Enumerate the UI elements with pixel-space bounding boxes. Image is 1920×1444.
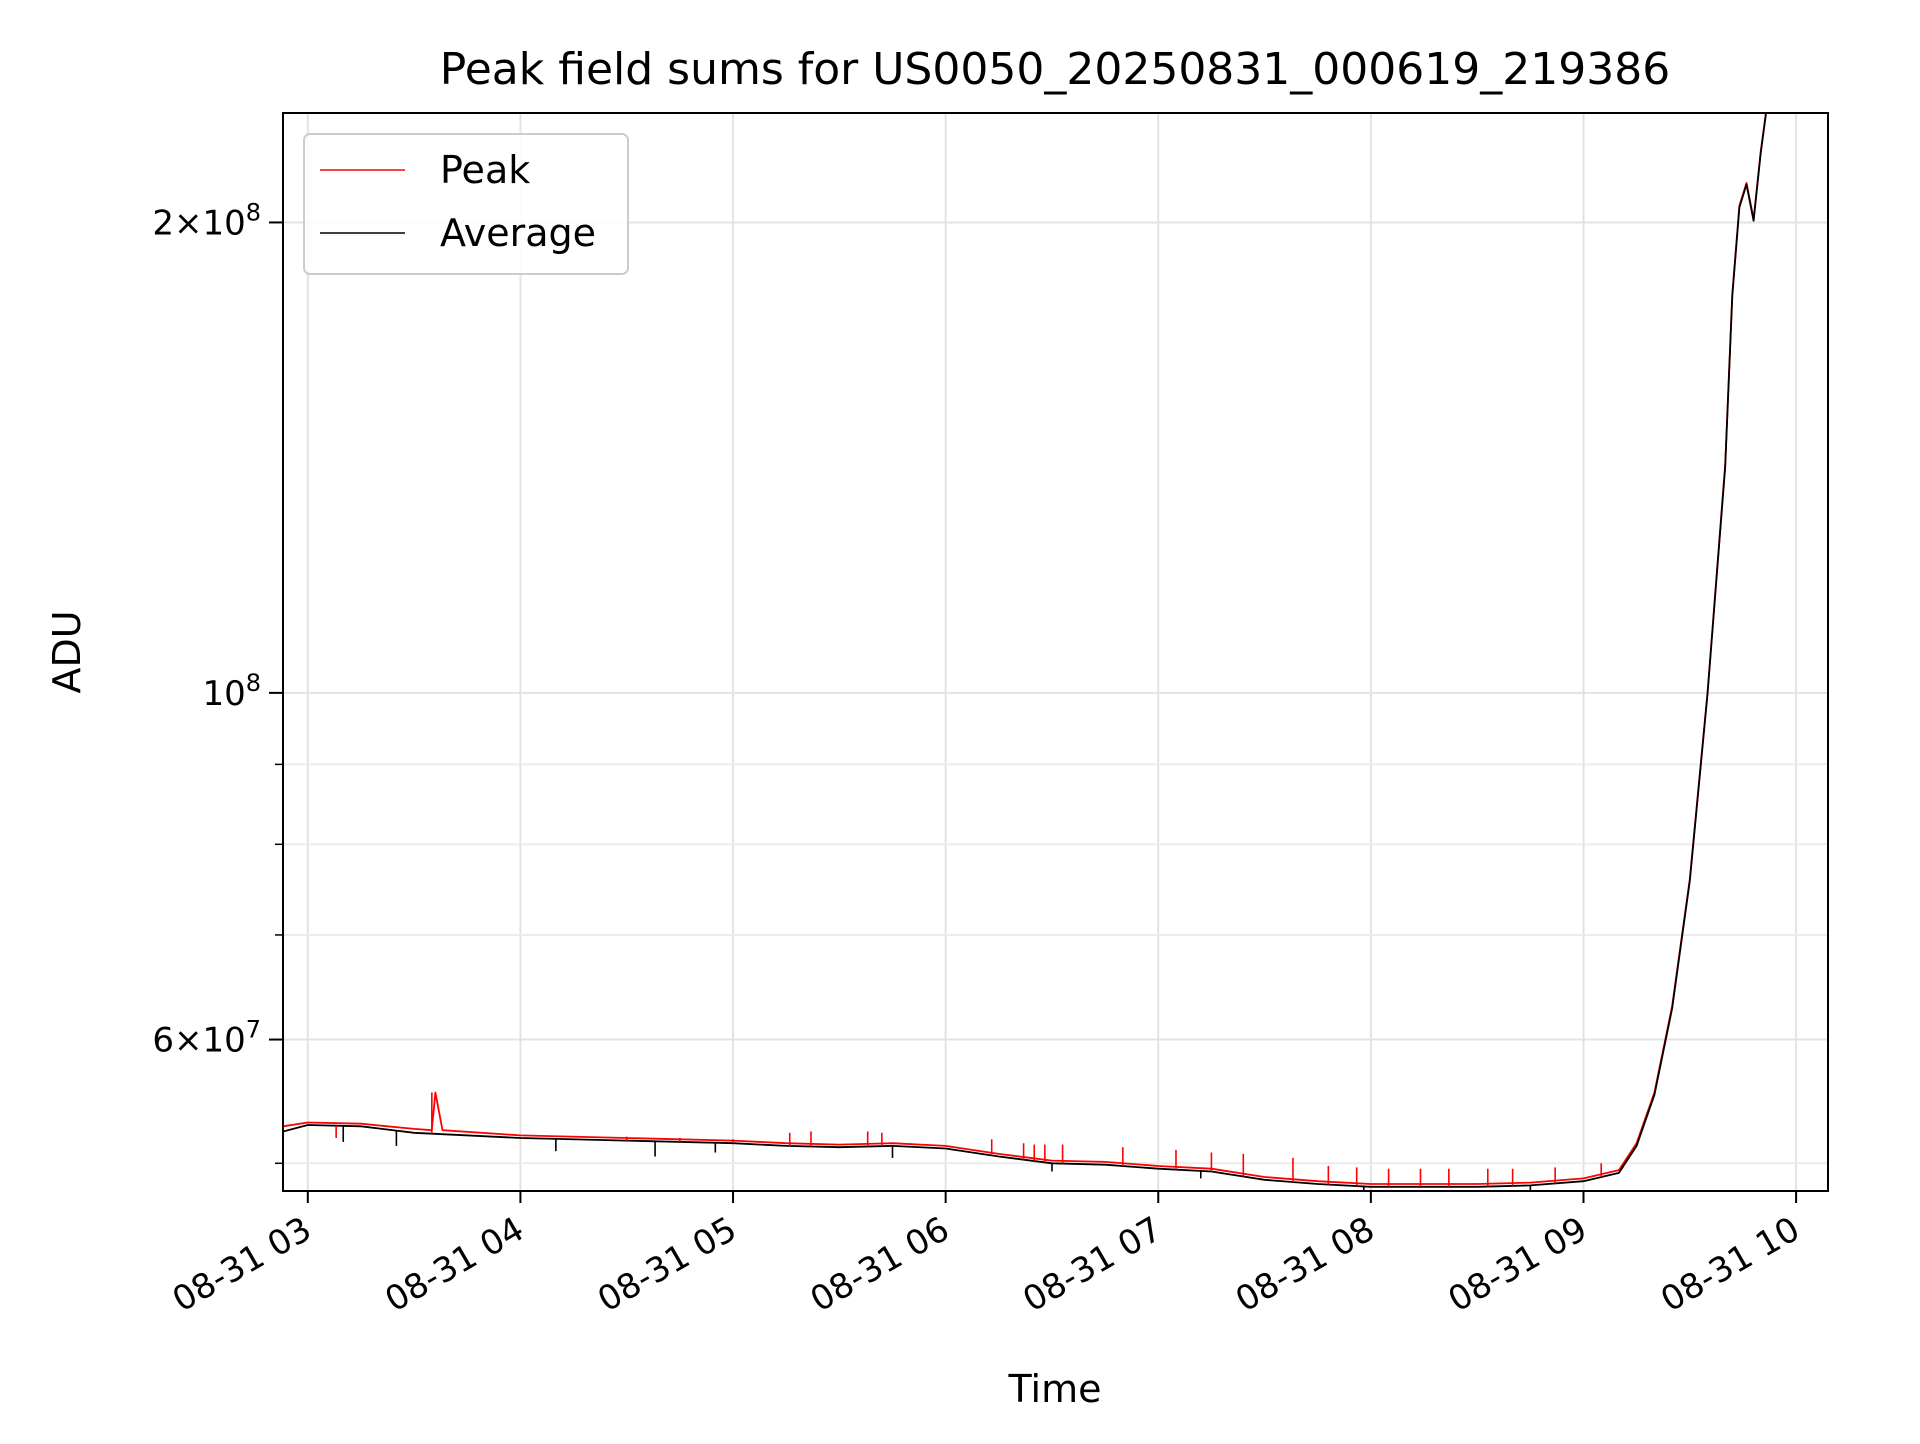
series-layer [283,113,1767,1191]
y-tick-label: 2×108 [152,198,261,243]
legend-label-average: Average [440,211,596,255]
legend-label-peak: Peak [440,148,530,192]
legend: Peak Average [303,133,629,275]
series-line-average [283,113,1767,1188]
legend-box [303,133,629,275]
y-tick-label: 6×107 [152,1016,261,1061]
x-axis-label: Time [1008,1367,1102,1411]
chart-title: Peak field sums for US0050_20250831_0006… [440,44,1670,95]
plot-frame [282,112,1829,1192]
y-axis-label: ADU [45,610,89,693]
